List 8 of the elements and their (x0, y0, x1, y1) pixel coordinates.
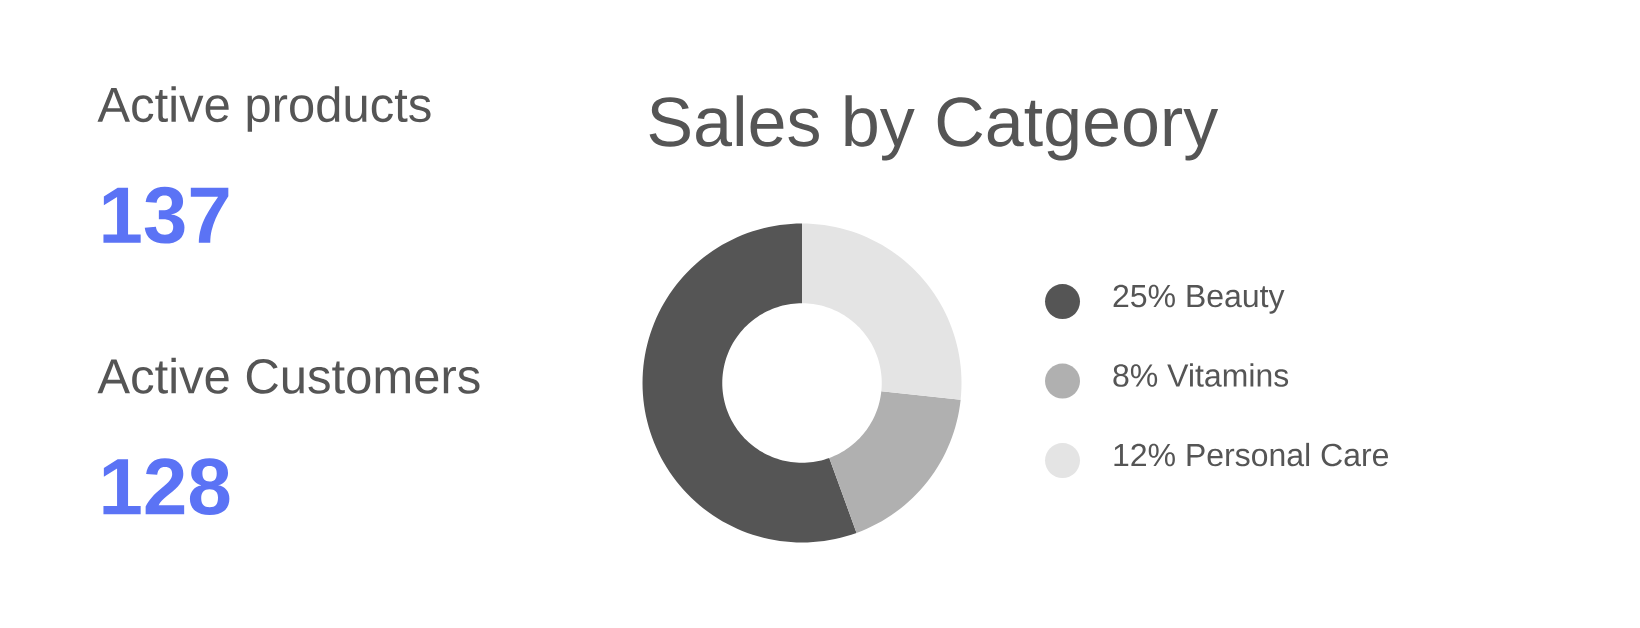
chart-title: Sales by Catgeory (649, 95, 1219, 161)
legend-label: 12% Personal Care (1114, 442, 1388, 467)
category-label: Active products (97, 86, 431, 132)
legend-label: 8% Vitamins (1113, 363, 1289, 387)
data-label: 137 (103, 186, 229, 244)
data-label: 128 (103, 458, 230, 515)
category-label: Active Customers (97, 357, 480, 394)
legend-label: 25% Beauty (1113, 284, 1285, 314)
